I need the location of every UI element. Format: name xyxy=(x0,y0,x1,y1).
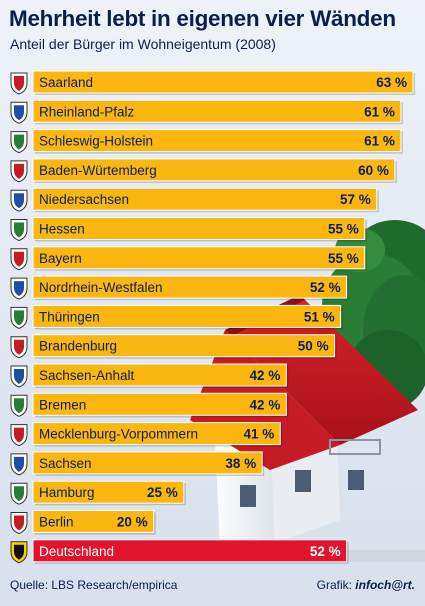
value-label-rheinland-pfalz: 61 % xyxy=(364,104,395,119)
coat-of-arms-brandenburg-icon xyxy=(10,336,28,359)
coat-of-arms-saarland-icon xyxy=(10,72,28,95)
value-label-sachsen-anhalt: 42 % xyxy=(250,368,281,383)
bar-niedersachsen xyxy=(32,187,378,211)
coat-of-arms-berlin-icon xyxy=(10,512,28,535)
value-label-th-ringen: 51 % xyxy=(304,309,335,324)
bar-label-sachsen: Sachsen xyxy=(39,456,92,471)
bar-label-saarland: Saarland xyxy=(39,75,93,90)
bar-bayern xyxy=(32,246,366,270)
value-label-baden-w-rtemberg: 60 % xyxy=(358,163,389,178)
value-label-brandenburg: 50 % xyxy=(298,339,329,354)
value-label-nordrhein-westfalen: 52 % xyxy=(310,280,341,295)
bar-label-hamburg: Hamburg xyxy=(39,485,95,500)
value-label-sachsen: 38 % xyxy=(225,456,256,471)
value-label-berlin: 20 % xyxy=(117,515,148,530)
coat-of-arms-mecklenburg-vorpommern-icon xyxy=(10,424,28,447)
bar-bremen xyxy=(32,392,287,416)
value-label-saarland: 63 % xyxy=(376,75,407,90)
coat-of-arms-schleswig-holstein-icon xyxy=(10,131,28,154)
infochart-logo: infoch@rt. xyxy=(355,578,415,592)
bar-mecklenburg-vorpommern xyxy=(32,422,281,446)
value-label-schleswig-holstein: 61 % xyxy=(364,134,395,149)
bars: Saarland 63 % Rheinland-Pfalz 61 % Schleswig… xyxy=(10,70,415,564)
value-label-mecklenburg-vorpommern: 41 % xyxy=(244,427,275,442)
coat-of-arms-bremen-icon xyxy=(10,394,28,417)
bar-label-mecklenburg-vorpommern: Mecklenburg-Vorpommern xyxy=(39,427,198,442)
chart-subtitle: Anteil der Bürger im Wohneigentum (2008) xyxy=(10,36,276,52)
bar-label-sachsen-anhalt: Sachsen-Anhalt xyxy=(39,368,135,383)
bar-label-berlin: Berlin xyxy=(39,515,74,530)
bar-saarland xyxy=(32,70,414,94)
coat-of-arms-rheinland-pfalz-icon xyxy=(10,101,28,124)
coat-of-arms-deutschland-icon xyxy=(10,541,28,564)
house-illustration xyxy=(190,220,425,562)
bar-label-niedersachsen: Niedersachsen xyxy=(39,192,129,207)
bar-label-bayern: Bayern xyxy=(39,251,82,266)
value-label-deutschland: 52 % xyxy=(310,544,341,559)
chart-title: Mehrheit lebt in eigenen vier Wänden xyxy=(9,6,396,31)
coat-of-arms-baden-wuerttemberg-icon xyxy=(10,160,28,183)
value-label-hessen: 55 % xyxy=(328,222,359,237)
credit-prefix: Grafik: xyxy=(316,578,352,592)
coat-of-arms-hessen-icon xyxy=(10,219,28,242)
value-label-bayern: 55 % xyxy=(328,251,359,266)
bar-label-baden-w-rtemberg: Baden-Würtemberg xyxy=(39,163,157,178)
bar-label-rheinland-pfalz: Rheinland-Pfalz xyxy=(39,104,135,119)
coat-of-arms-niedersachsen-icon xyxy=(10,189,28,212)
bar-rheinland-pfalz xyxy=(32,99,402,123)
graphic-credit: Grafik: infoch@rt. xyxy=(317,578,415,592)
bar-nordrhein-westfalen xyxy=(32,275,348,299)
bar-hessen xyxy=(32,217,366,240)
bar-sachsen-anhalt xyxy=(32,363,287,387)
bar-th-ringen xyxy=(32,304,342,328)
bar-label-th-ringen: Thüringen xyxy=(39,309,100,324)
coat-of-arms-bayern-icon xyxy=(10,248,28,271)
bar-hamburg xyxy=(32,480,185,504)
coat-of-arms-thueringen-icon xyxy=(10,306,28,329)
bar-deutschland xyxy=(32,539,348,563)
value-label-niedersachsen: 57 % xyxy=(340,192,371,207)
bar-schleswig-holstein xyxy=(32,129,402,153)
source-note: Quelle: LBS Research/empirica xyxy=(10,578,178,592)
bar-label-hessen: Hessen xyxy=(39,222,85,237)
bar-label-bremen: Bremen xyxy=(39,397,86,412)
coat-of-arms-hamburg-icon xyxy=(10,482,28,505)
value-label-bremen: 42 % xyxy=(250,397,281,412)
bar-label-deutschland: Deutschland xyxy=(39,544,114,559)
coat-of-arms-nordrhein-westfalen-icon xyxy=(10,277,28,300)
coat-of-arms-sachsen-anhalt-icon xyxy=(10,365,28,388)
bar-baden-w-rtemberg xyxy=(32,158,396,182)
bar-label-brandenburg: Brandenburg xyxy=(39,339,117,354)
bar-sachsen xyxy=(32,451,263,475)
bar-berlin xyxy=(32,510,155,533)
bar-brandenburg xyxy=(32,334,336,358)
value-label-hamburg: 25 % xyxy=(147,485,178,500)
bar-label-schleswig-holstein: Schleswig-Holstein xyxy=(39,134,153,149)
bar-label-nordrhein-westfalen: Nordrhein-Westfalen xyxy=(39,280,163,295)
coat-of-arms-sachsen-icon xyxy=(10,453,28,476)
